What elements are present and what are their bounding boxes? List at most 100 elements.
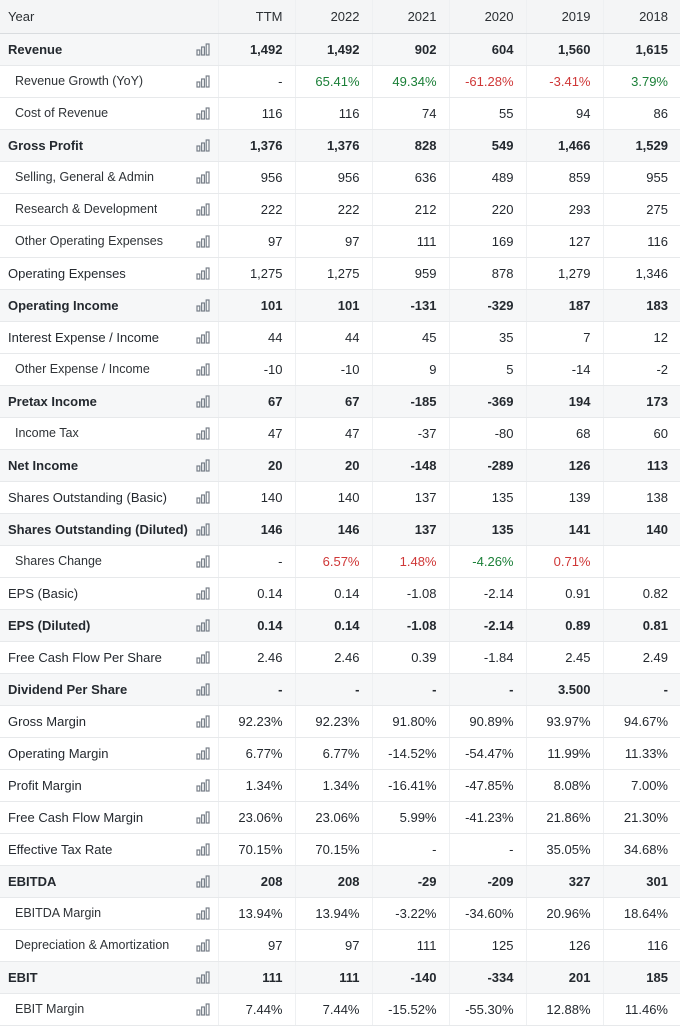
- value-cell: -2.14: [449, 609, 527, 642]
- value-cell: -: [372, 673, 450, 706]
- bar-chart-icon[interactable]: [195, 682, 210, 696]
- value-cell: 20: [218, 449, 296, 482]
- row-label-cell: EBITDA: [0, 865, 219, 898]
- bar-chart-icon[interactable]: [195, 330, 210, 344]
- row-label: Cost of Revenue: [15, 106, 109, 120]
- value-cell: 902: [372, 33, 450, 66]
- value-cell: 212: [372, 193, 450, 226]
- value-cell: 45: [372, 321, 450, 354]
- value-cell: 101: [218, 289, 296, 322]
- bar-chart-icon[interactable]: [195, 202, 210, 216]
- value-cell: -41.23%: [449, 801, 527, 834]
- value-cell: 18.64%: [603, 897, 680, 930]
- value-cell: 116: [603, 929, 680, 962]
- row-label-cell: Selling, General & Admin: [0, 161, 219, 194]
- value-cell: 70.15%: [295, 833, 373, 866]
- bar-chart-icon[interactable]: [195, 298, 210, 312]
- bar-chart-icon[interactable]: [195, 842, 210, 856]
- value-cell: 139: [526, 481, 604, 514]
- row-label: EBIT: [8, 969, 38, 985]
- value-cell: 68: [526, 417, 604, 450]
- value-cell: -: [603, 673, 680, 706]
- bar-chart-icon[interactable]: [195, 458, 210, 472]
- bar-chart-icon[interactable]: [195, 778, 210, 792]
- row-label: EBITDA: [8, 873, 57, 889]
- value-cell: 20: [295, 449, 373, 482]
- table-row: Pretax Income 67 67 -185 -369 194 173: [0, 385, 680, 418]
- value-cell: 1.34%: [295, 769, 373, 802]
- value-cell: -185: [372, 385, 450, 418]
- row-label-cell: Research & Development: [0, 193, 219, 226]
- table-row: Revenue Growth (YoY) -65.41% 49.34% -61.28%…: [0, 65, 680, 98]
- value-cell: -14.52%: [372, 737, 450, 770]
- value-cell: 91.80%: [372, 705, 450, 738]
- row-label: Selling, General & Admin: [15, 170, 154, 184]
- bar-chart-icon[interactable]: [195, 970, 210, 984]
- table-row: Shares Outstanding (Diluted) 146 146 137 135…: [0, 513, 680, 546]
- value-cell: 94: [526, 97, 604, 130]
- bar-chart-icon[interactable]: [195, 586, 210, 600]
- bar-chart-icon[interactable]: [195, 938, 210, 952]
- bar-chart-icon[interactable]: [195, 170, 210, 184]
- value-cell: 1.34%: [218, 769, 296, 802]
- bar-chart-icon[interactable]: [195, 874, 210, 888]
- bar-chart-icon[interactable]: [195, 234, 210, 248]
- value-cell: 55: [449, 97, 527, 130]
- value-cell: [603, 545, 680, 578]
- bar-chart-icon[interactable]: [195, 810, 210, 824]
- value-cell: 208: [218, 865, 296, 898]
- value-cell: 275: [603, 193, 680, 226]
- row-label-cell: Net Income: [0, 449, 219, 482]
- value-cell: 955: [603, 161, 680, 194]
- row-label: Revenue: [8, 41, 63, 57]
- value-cell: 35: [449, 321, 527, 354]
- bar-chart-icon[interactable]: [195, 394, 210, 408]
- value-cell: 11.33%: [603, 737, 680, 770]
- value-cell: 97: [295, 225, 373, 258]
- row-label: EBITDA Margin: [15, 906, 102, 920]
- value-cell: 5.99%: [372, 801, 450, 834]
- row-label-cell: Shares Outstanding (Diluted): [0, 513, 219, 546]
- bar-chart-icon[interactable]: [195, 522, 210, 536]
- bar-chart-icon[interactable]: [195, 362, 210, 376]
- value-cell: 1,529: [603, 129, 680, 162]
- value-cell: -2: [603, 353, 680, 386]
- column-header: 2021: [372, 0, 450, 34]
- bar-chart-icon[interactable]: [195, 746, 210, 760]
- bar-chart-icon[interactable]: [195, 906, 210, 920]
- bar-chart-icon[interactable]: [195, 106, 210, 120]
- bar-chart-icon[interactable]: [195, 266, 210, 280]
- row-label: Operating Margin: [8, 745, 109, 761]
- row-label: Gross Profit: [8, 137, 84, 153]
- bar-chart-icon[interactable]: [195, 74, 210, 88]
- value-cell: 173: [603, 385, 680, 418]
- row-label: Profit Margin: [8, 777, 82, 793]
- bar-chart-icon[interactable]: [195, 490, 210, 504]
- bar-chart-icon[interactable]: [195, 138, 210, 152]
- value-cell: 1,492: [295, 33, 373, 66]
- bar-chart-icon[interactable]: [195, 42, 210, 56]
- bar-chart-icon[interactable]: [195, 554, 210, 568]
- bar-chart-icon[interactable]: [195, 1002, 210, 1016]
- bar-chart-icon[interactable]: [195, 426, 210, 440]
- value-cell: 97: [218, 929, 296, 962]
- value-cell: -: [218, 65, 296, 98]
- row-label: Pretax Income: [8, 393, 97, 409]
- value-cell: 86: [603, 97, 680, 130]
- table-row: EBITDA 208 208 -29 -209 327 301: [0, 865, 680, 898]
- value-cell: 7: [526, 321, 604, 354]
- value-cell: -1.08: [372, 577, 450, 610]
- value-cell: -131: [372, 289, 450, 322]
- row-label: Revenue Growth (YoY): [15, 74, 144, 88]
- value-cell: 194: [526, 385, 604, 418]
- value-cell: 201: [526, 961, 604, 994]
- value-cell: 111: [295, 961, 373, 994]
- bar-chart-icon[interactable]: [195, 714, 210, 728]
- value-cell: 21.86%: [526, 801, 604, 834]
- table-row: EPS (Diluted) 0.14 0.14 -1.08 -2.14 0.89 0.81: [0, 609, 680, 642]
- bar-chart-icon[interactable]: [195, 650, 210, 664]
- table-row: Free Cash Flow Per Share 2.46 2.46 0.39 -1.8…: [0, 641, 680, 674]
- value-cell: 489: [449, 161, 527, 194]
- value-cell: 7.44%: [295, 993, 373, 1026]
- bar-chart-icon[interactable]: [195, 618, 210, 632]
